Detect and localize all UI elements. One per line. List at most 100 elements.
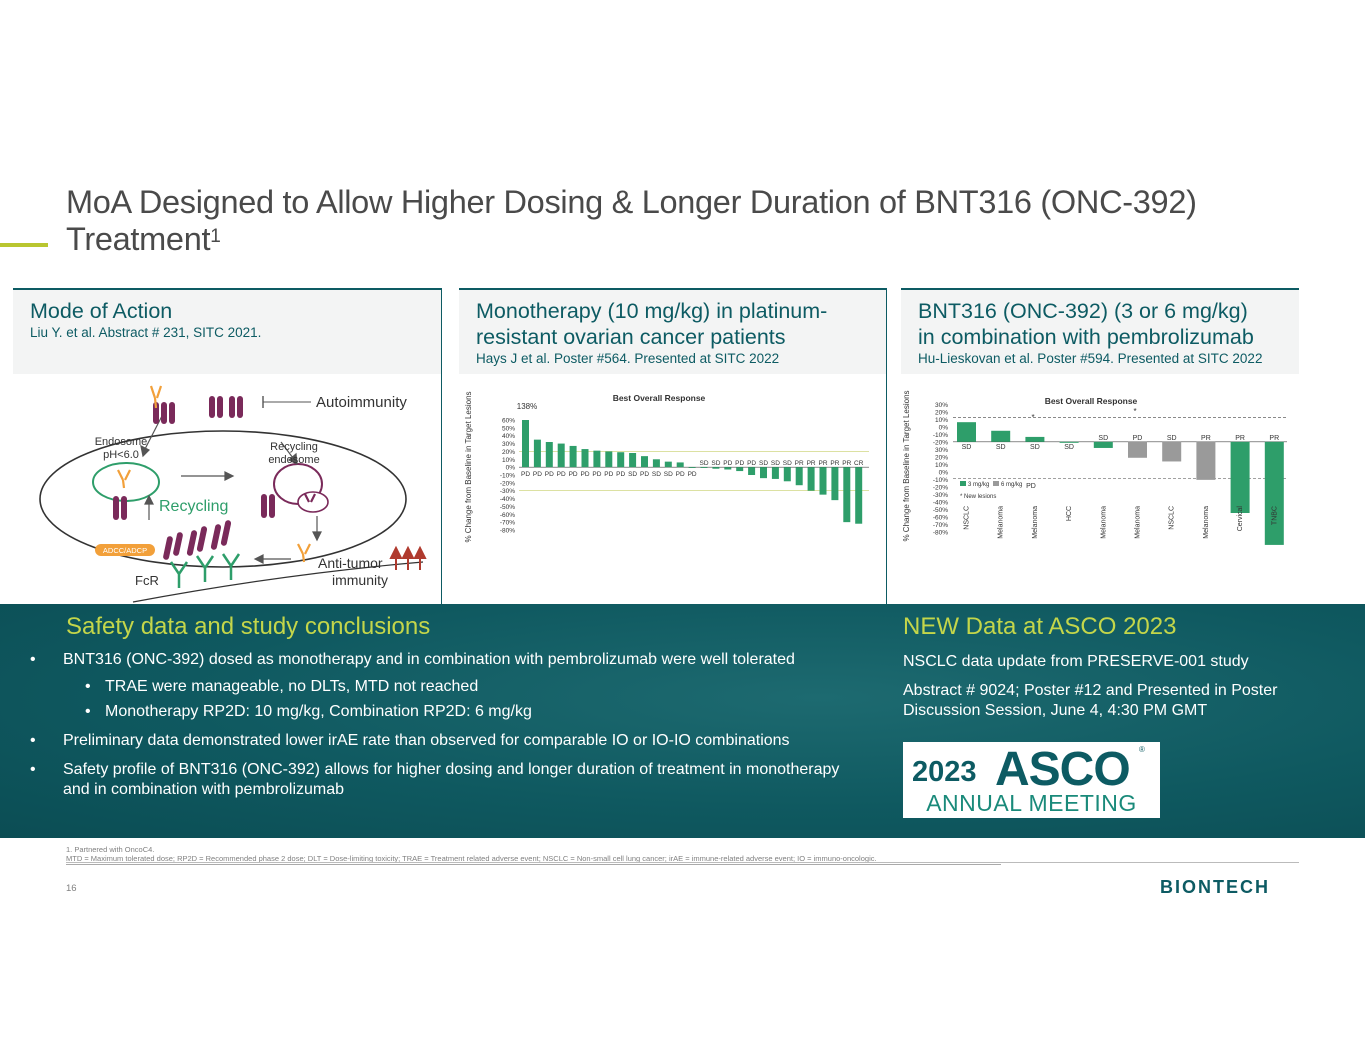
footnote-divider [66,862,1299,863]
response-label: PD [592,471,601,478]
y-tick-label: 30% [935,402,948,409]
y-tick-label: 30% [935,447,948,454]
bar [783,467,791,482]
safety-bullet-list: BNT316 (ONC-392) dosed as monotherapy an… [30,650,870,809]
response-label: PD [545,471,554,478]
y-tick-label: -20% [933,440,948,447]
new-lesion-mark-2: * [1133,407,1136,416]
y-tick-label: -70% [500,520,515,527]
y-tick-label: 20% [502,449,515,456]
y-tick-label: 40% [502,433,515,440]
flow-arrows [140,413,322,564]
category-label: Melanoma [998,506,1005,539]
endosome-ph-label: pH<6.0 [103,449,139,461]
adcc-label: ADCC/ADCP [103,546,147,555]
panel-title: Mode of Action [30,299,173,323]
y-tick-label: -80% [500,528,515,535]
asco-study-text: NSCLC data update from PRESERVE-001 stud… [903,653,1249,670]
y-tick-label: -50% [500,504,515,511]
response-label: PR [830,460,839,467]
response-label: SD [996,444,1006,451]
response-label: SD [783,460,792,467]
y-tick-label: 20% [935,455,948,462]
y-tick-label: -60% [500,512,515,519]
bar [736,467,744,472]
bar [1162,441,1182,462]
asco-logo-registered: ® [1139,745,1145,754]
bar [724,467,732,470]
category-label: TNBC [1271,506,1278,525]
y-tick-label: -40% [500,496,515,503]
panel-header: BNT316 (ONC-392) (3 or 6 mg/kg) in combi… [901,290,1299,374]
category-label: NSCLC [1169,506,1176,530]
y-tick-label: -30% [933,492,948,499]
response-label: PD [580,471,589,478]
chart-title: Best Overall Response [613,393,706,403]
biontech-logo: BIONTECH [1160,877,1270,897]
response-label: PD [521,471,530,478]
category-label: HCC [1066,506,1073,521]
asco-logo-annual-meeting: ANNUAL MEETING [926,790,1137,816]
category-label: Melanoma [1203,506,1210,539]
response-label: SD [962,444,972,451]
bar [1196,441,1216,480]
panel-header: Monotherapy (10 mg/kg) in platinum- resi… [459,290,886,374]
monotherapy-panel: Monotherapy (10 mg/kg) in platinum- resi… [459,288,887,604]
safety-subbullet-2: Monotherapy RP2D: 10 mg/kg, Combination … [85,702,870,722]
panel-citation: Liu Y. et al. Abstract # 231, SITC 2021. [30,325,262,340]
legend-note: * New lesions [960,494,996,500]
bar [991,430,1011,442]
recycling-endosome-label-2: endosome [268,454,319,466]
bar [581,449,589,468]
bar [843,467,851,523]
response-label: PR [1201,435,1211,442]
bar [522,420,529,468]
panel-title-line1: Monotherapy (10 mg/kg) in platinum- [476,299,828,323]
response-label: PD [533,471,542,478]
bar [957,422,976,442]
panel-title-line2: in combination with pembrolizumab [918,325,1254,349]
y-tick-label: -10% [500,473,515,480]
response-label: SD [771,460,780,467]
page-title: MoA Designed to Allow Higher Dosing & Lo… [66,184,1197,257]
bar [593,450,601,468]
bar [545,442,553,468]
small-vesicle [297,491,329,513]
bar [795,467,803,486]
bar [1059,441,1079,443]
y-axis-label: % Change from Baseline in Target Lesions [902,390,911,541]
y-tick-label: -10% [933,432,948,439]
bar [1025,436,1045,442]
antitumor-label: Anti-tumor [318,555,383,571]
response-label: PD [604,471,613,478]
response-label: PD [1133,435,1143,442]
y-tick-label: -70% [933,522,948,529]
footnote-abbreviations: MTD = Maximum tolerated dose; RP2D = Rec… [66,854,1001,865]
bar [664,461,672,468]
bar [557,443,565,468]
y-tick-label: 0% [939,425,949,432]
bar [831,467,839,501]
category-label: NSCLC [964,506,971,530]
response-label: PR [807,460,816,467]
bar [712,467,720,469]
bar [1093,441,1113,448]
bar [641,456,648,468]
panel-citation: Hu-Lieskovan et al. Poster #594. Present… [918,351,1263,366]
y-tick-label: 10% [935,462,948,469]
response-label: SD [1030,444,1040,451]
response-label: PD [676,471,685,478]
y-axis-label: % Change from Baseline in Target Lesions [464,391,473,542]
response-label: PR [1269,435,1279,442]
bar [1128,441,1147,458]
response-label: SD [759,460,768,467]
bar [676,462,684,468]
bar [629,453,637,468]
asco-logo-year: 2023 [912,756,977,788]
endosome-label: Endosome [95,436,148,448]
bar [617,452,625,468]
page-number: 16 [66,883,77,894]
bar [771,467,779,479]
adcc-badge [95,544,155,556]
response-label: SD [664,471,673,478]
